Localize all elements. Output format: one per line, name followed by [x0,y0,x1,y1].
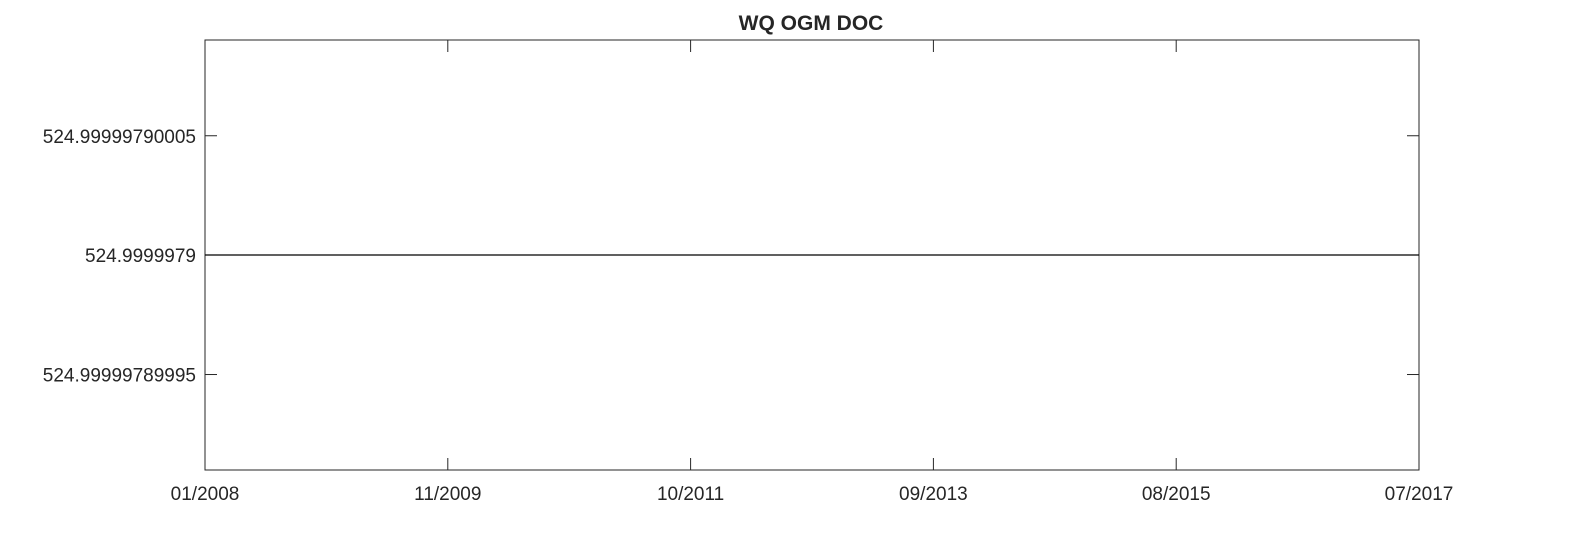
y-tick-label: 524.9999979 [85,246,196,267]
x-axis-ticks: 01/2008 11/2009 10/2011 09/2013 08/2015 07/20… [171,40,1454,505]
y-tick-label: 524.99999790005 [43,127,196,148]
y-axis-ticks: 524.99999790005 524.9999979 524.9999978999… [43,127,1419,387]
x-tick-label: 07/2017 [1385,484,1454,505]
x-tick-label: 11/2009 [414,484,481,505]
chart-title: WQ OGM DOC [739,12,884,35]
x-tick-label: 01/2008 [171,484,240,505]
x-tick-label: 10/2011 [657,484,724,505]
x-tick-label: 08/2015 [1142,484,1211,505]
x-tick-label: 09/2013 [899,484,968,505]
y-tick-label: 524.99999789995 [43,366,196,387]
